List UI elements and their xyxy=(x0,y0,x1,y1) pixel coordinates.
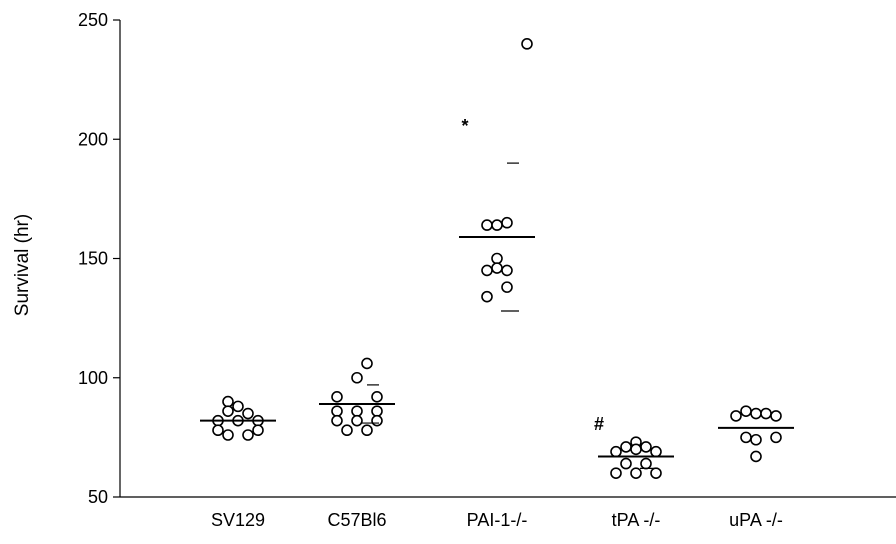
data-point xyxy=(740,405,752,417)
data-point xyxy=(620,441,632,453)
data-point xyxy=(630,443,642,456)
x-tick-label: uPA -/- xyxy=(729,510,783,530)
data-point xyxy=(501,281,513,293)
data-point xyxy=(222,429,234,441)
data-point xyxy=(351,371,363,384)
y-tick-label: 150 xyxy=(78,249,108,269)
data-point xyxy=(640,441,652,453)
significance-annotation: # xyxy=(594,414,604,434)
data-point xyxy=(331,405,343,417)
data-point xyxy=(650,445,662,458)
data-point xyxy=(501,264,513,277)
data-point xyxy=(351,405,363,417)
data-point xyxy=(331,391,343,403)
data-point xyxy=(770,410,782,422)
data-point xyxy=(750,433,762,446)
axes-layer: 50 100 150 200 250 SV129 C57Bl6 PAI-1-/- tPA -/-… xyxy=(78,10,896,530)
data-point xyxy=(242,407,254,420)
data-point xyxy=(371,414,383,427)
data-point xyxy=(610,467,622,479)
data-point xyxy=(222,395,234,408)
data-point xyxy=(481,264,493,277)
y-tick-label: 200 xyxy=(78,129,108,149)
significance-annotation: * xyxy=(461,116,468,136)
data-point xyxy=(760,407,772,420)
data-point xyxy=(331,414,343,427)
data-point xyxy=(770,431,782,444)
data-point xyxy=(620,457,632,470)
data-point xyxy=(222,405,234,417)
y-tick-label: 50 xyxy=(88,487,108,507)
data-point xyxy=(521,38,533,50)
data-point xyxy=(481,219,493,231)
y-tick-label: 250 xyxy=(78,10,108,30)
data-point xyxy=(371,405,383,417)
data-point xyxy=(341,424,353,437)
data-point xyxy=(501,216,513,229)
data-point xyxy=(491,262,503,274)
y-axis-title: Survival (hr) xyxy=(12,214,33,316)
data-point xyxy=(212,424,224,437)
data-point xyxy=(630,467,642,479)
data-point xyxy=(351,414,363,427)
data-point xyxy=(730,410,742,422)
data-point xyxy=(232,400,244,413)
data-point xyxy=(491,252,503,265)
data-point xyxy=(361,357,373,370)
x-tick-label: PAI-1-/- xyxy=(467,510,528,530)
marks-layer: *# xyxy=(200,38,794,479)
data-point xyxy=(740,431,752,444)
data-point xyxy=(252,424,264,437)
data-point xyxy=(750,407,762,420)
data-point xyxy=(242,429,254,441)
data-point xyxy=(491,219,503,231)
x-tick-label: C57Bl6 xyxy=(327,510,386,530)
data-point xyxy=(610,445,622,458)
data-point xyxy=(361,424,373,437)
x-tick-label: tPA -/- xyxy=(612,510,661,530)
data-point xyxy=(640,457,652,470)
y-tick-label: 100 xyxy=(78,368,108,388)
data-point xyxy=(650,467,662,479)
data-point xyxy=(481,290,493,303)
data-point xyxy=(750,450,762,463)
data-point xyxy=(371,391,383,403)
x-tick-label: SV129 xyxy=(211,510,265,530)
